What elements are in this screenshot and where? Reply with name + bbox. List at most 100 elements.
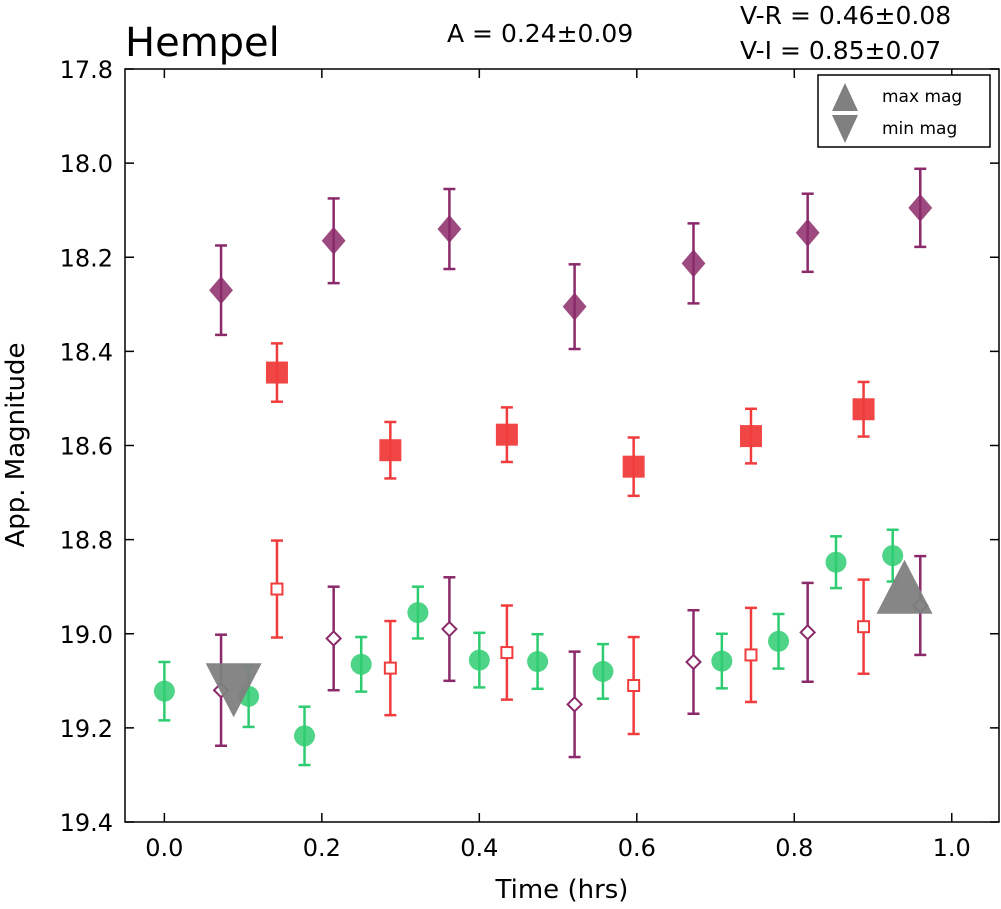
data-point	[270, 539, 284, 639]
v-minus-i-annotation: V-I = 0.85±0.07	[740, 36, 941, 65]
data-point	[500, 604, 514, 701]
legend-label-min-mag: min mag	[882, 119, 957, 139]
diamond-marker	[321, 226, 346, 255]
data-point	[768, 612, 790, 670]
circle-marker	[592, 660, 614, 682]
data-point	[739, 407, 762, 465]
data-point	[325, 585, 343, 692]
y-axis-label: App. Magnitude	[1, 342, 31, 547]
open-diamond-marker	[799, 623, 817, 641]
data-point	[622, 436, 645, 498]
data-point	[294, 705, 316, 767]
circle-marker	[882, 545, 904, 567]
circle-marker	[153, 680, 175, 702]
y-tick-label: 19.0	[60, 621, 113, 649]
min-mag-marker	[205, 663, 262, 718]
data-point	[566, 650, 584, 759]
data-point	[407, 585, 429, 640]
circle-marker	[527, 651, 549, 673]
data-point	[799, 581, 817, 684]
open-diamond-marker	[685, 653, 702, 671]
data-point	[379, 420, 402, 480]
chart-title: Hempel	[125, 20, 280, 66]
open-diamond-marker	[440, 620, 458, 638]
plot-frame	[124, 68, 1000, 823]
x-tick-label: 0.0	[145, 834, 183, 862]
data-point	[209, 244, 233, 337]
open-square-marker	[857, 620, 871, 634]
square-marker	[739, 425, 762, 448]
data-point	[592, 642, 614, 700]
x-tick-label: 0.2	[303, 834, 341, 862]
diamond-marker	[437, 215, 462, 244]
circle-marker	[825, 551, 847, 573]
amplitude-annotation: A = 0.24±0.09	[447, 19, 633, 48]
square-marker	[852, 398, 875, 421]
data-point	[350, 635, 372, 693]
data-point	[383, 619, 397, 717]
circle-marker	[350, 653, 372, 675]
x-tick-label: 0.4	[460, 834, 498, 862]
data-point	[627, 635, 641, 736]
data-point	[321, 197, 346, 285]
square-marker	[495, 423, 518, 446]
data-point	[153, 660, 175, 722]
data-point	[685, 608, 702, 716]
y-tick-label: 18.6	[60, 433, 113, 461]
data-point	[562, 263, 587, 351]
diamond-marker	[681, 249, 706, 278]
square-marker	[265, 361, 288, 384]
y-tick-label: 17.8	[60, 56, 113, 84]
diamond-marker	[562, 292, 587, 321]
x-tick-label: 0.8	[775, 834, 813, 862]
open-square-marker	[744, 648, 758, 662]
legend: max mag min mag	[817, 74, 991, 148]
open-diamond-marker	[325, 630, 343, 647]
max-mag-legend-icon	[832, 83, 858, 111]
diamond-marker	[209, 276, 233, 305]
open-diamond-marker	[566, 695, 584, 713]
data-point	[495, 406, 518, 464]
circle-marker	[768, 630, 790, 652]
open-square-marker	[270, 582, 284, 596]
square-marker	[622, 455, 645, 478]
x-tick-label: 0.6	[618, 834, 656, 862]
x-tick-label: 1.0	[933, 834, 971, 862]
circle-marker	[468, 649, 490, 671]
circle-marker	[711, 650, 733, 672]
y-tick-label: 18.4	[60, 338, 113, 366]
y-tick-label: 18.2	[60, 244, 113, 272]
data-point	[908, 167, 933, 249]
data-point	[825, 535, 847, 590]
y-tick-label: 19.4	[60, 809, 113, 837]
data-point	[711, 632, 733, 690]
open-square-marker	[627, 679, 641, 693]
circle-marker	[407, 602, 429, 624]
circle-marker	[294, 725, 316, 747]
open-square-marker	[383, 661, 397, 675]
open-square-marker	[500, 646, 514, 660]
data-point	[795, 192, 820, 274]
plot-area	[153, 167, 933, 767]
min-mag-legend-icon	[832, 115, 858, 143]
data-point	[527, 632, 549, 691]
legend-label-max-mag: max mag	[882, 87, 962, 107]
data-point	[852, 380, 875, 438]
diamond-marker	[795, 218, 820, 247]
data-point	[744, 606, 758, 704]
data-point	[468, 631, 490, 689]
y-tick-label: 18.0	[60, 150, 113, 178]
max-mag-marker	[876, 559, 933, 614]
data-point	[440, 576, 458, 683]
diamond-marker	[908, 193, 933, 222]
square-marker	[379, 439, 402, 462]
x-axis-label: Time (hrs)	[495, 875, 629, 904]
axis-ticks: 0.0 0.2 0.4 0.6 0.8 1.0 17.8 18.0 18.2 18.4 18.6 18…	[60, 56, 999, 862]
v-minus-r-annotation: V-R = 0.46±0.08	[740, 1, 951, 30]
y-tick-label: 18.8	[60, 527, 113, 555]
data-point	[437, 187, 462, 271]
data-point	[681, 222, 706, 305]
data-point	[265, 342, 288, 403]
y-tick-label: 19.2	[60, 715, 113, 743]
